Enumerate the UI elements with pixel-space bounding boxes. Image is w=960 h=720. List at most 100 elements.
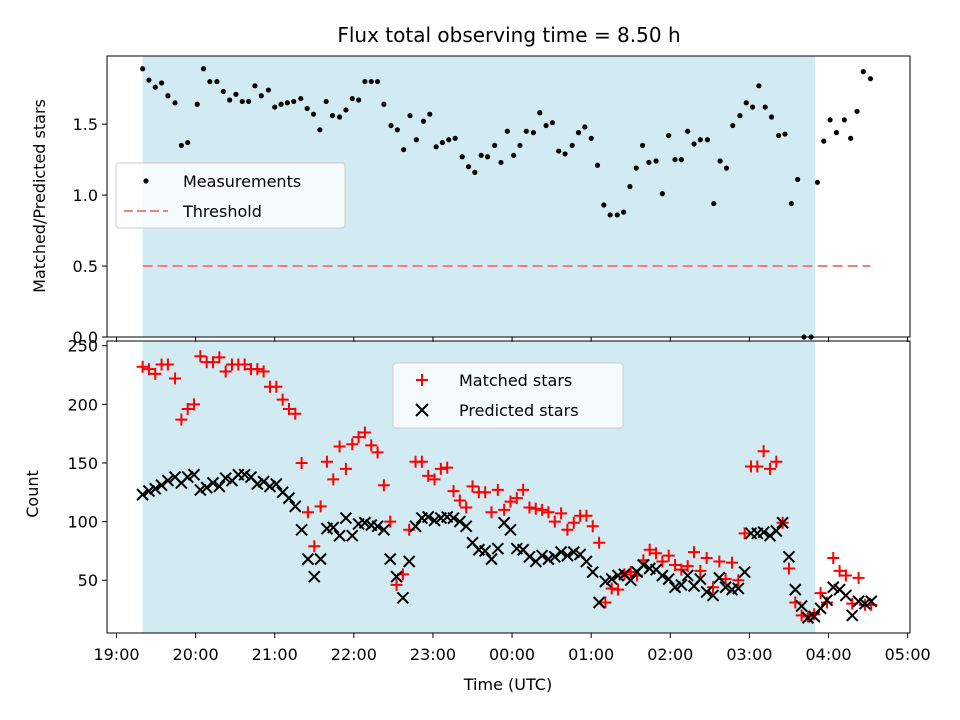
measurement-point [272, 104, 277, 109]
measurement-point [291, 99, 296, 104]
measurement-point [337, 114, 342, 119]
measurement-point [589, 136, 594, 141]
measurement-point [517, 143, 522, 148]
measurement-point [172, 100, 177, 105]
measurement-point [691, 141, 696, 146]
top-y-tick-label: 1.0 [73, 186, 98, 205]
measurement-point [388, 123, 393, 128]
measurement-point [543, 123, 548, 128]
measurement-point [789, 201, 794, 206]
bottom-y-tick-label: 100 [67, 513, 98, 532]
measurement-point [201, 66, 206, 71]
top-y-tick-label: 1.5 [73, 115, 98, 134]
matched-legend-label: Matched stars [459, 371, 572, 390]
measurement-point [278, 102, 283, 107]
chart-title: Flux total observing time = 8.50 h [337, 23, 680, 47]
top-y-axis-label: Matched/Predicted stars [30, 99, 49, 293]
predicted-legend-label: Predicted stars [459, 401, 579, 420]
measurement-point [576, 130, 581, 135]
measurement-point [207, 79, 212, 84]
measurement-point [815, 180, 820, 185]
measurement-point [159, 80, 164, 85]
measurement-point [343, 107, 348, 112]
top-y-axis: 0.0 0.5 1.0 1.5 [73, 115, 107, 347]
measurement-point [414, 137, 419, 142]
measurement-point [259, 93, 264, 98]
measurement-point [472, 170, 477, 175]
measurement-point [634, 166, 639, 171]
measurement-point [252, 83, 257, 88]
measurement-point [537, 110, 542, 115]
measurement-point [550, 120, 555, 125]
measurement-point [556, 148, 561, 153]
measurement-point [185, 140, 190, 145]
bottom-panel: 50100150200250 19:00 20:00 21:00 22:00 23:00… [23, 337, 931, 694]
measurement-point [375, 79, 380, 84]
measurements-legend-marker [143, 178, 148, 183]
measurement-point [595, 163, 600, 168]
predicted-star-point [840, 590, 851, 601]
measurement-point [861, 69, 866, 74]
bottom-x-tick-label: 00:00 [489, 645, 535, 664]
measurement-point [146, 78, 151, 83]
measurement-point [369, 79, 374, 84]
measurement-point [227, 97, 232, 102]
measurement-point [724, 166, 729, 171]
bottom-x-tick-label: 03:00 [726, 645, 772, 664]
threshold-legend-label: Threshold [182, 202, 262, 221]
measurement-point [776, 133, 781, 138]
measurement-point [854, 109, 859, 114]
measurement-point [350, 96, 355, 101]
bottom-x-tick-label: 05:00 [885, 645, 931, 664]
measurement-point [834, 130, 839, 135]
measurement-point [240, 99, 245, 104]
measurements-legend-label: Measurements [183, 172, 301, 191]
top-y-tick-label: 0.5 [73, 257, 98, 276]
measurement-point [362, 79, 367, 84]
x-axis-label: Time (UTC) [463, 675, 552, 694]
measurement-point [848, 136, 853, 141]
bottom-x-tick-label: 02:00 [647, 645, 693, 664]
bottom-x-tick-label: 04:00 [805, 645, 851, 664]
measurement-point [140, 66, 145, 71]
measurement-point [317, 127, 322, 132]
measurement-point [672, 157, 677, 162]
measurement-point [421, 119, 426, 124]
measurement-point [324, 99, 329, 104]
bottom-y-tick-label: 150 [67, 454, 98, 473]
measurement-point [653, 158, 658, 163]
measurement-point [601, 202, 606, 207]
measurement-point [640, 143, 645, 148]
measurement-point [381, 102, 386, 107]
predicted-star-point [847, 610, 858, 621]
measurement-point [266, 87, 271, 92]
measurement-point [718, 158, 723, 163]
measurement-point [744, 100, 749, 105]
measurement-point [868, 76, 873, 81]
bottom-x-tick-label: 20:00 [173, 645, 219, 664]
measurement-point [440, 140, 445, 145]
matched-star-point [827, 552, 839, 564]
measurement-point [570, 143, 575, 148]
measurement-point [627, 184, 632, 189]
measurement-point [582, 124, 587, 129]
measurement-point [769, 114, 774, 119]
measurement-point [466, 164, 471, 169]
measurement-point [730, 123, 735, 128]
top-legend: Measurements Threshold [116, 163, 345, 228]
measurement-point [165, 93, 170, 98]
bottom-x-tick-label: 19:00 [93, 645, 139, 664]
measurement-point [498, 160, 503, 165]
measurement-point [233, 92, 238, 97]
measurement-point [479, 153, 484, 158]
bottom-x-axis: 19:00 20:00 21:00 22:00 23:00 00:00 01:00 02:00… [93, 633, 930, 664]
bottom-x-tick-label: 01:00 [568, 645, 614, 664]
measurement-point [646, 160, 651, 165]
measurement-point [407, 113, 412, 118]
measurement-point [562, 151, 567, 156]
measurement-point [511, 153, 516, 158]
predicted-star-point [815, 603, 826, 614]
measurement-point [615, 212, 620, 217]
measurement-point [311, 112, 316, 117]
bottom-legend: Matched stars Predicted stars [393, 363, 623, 428]
